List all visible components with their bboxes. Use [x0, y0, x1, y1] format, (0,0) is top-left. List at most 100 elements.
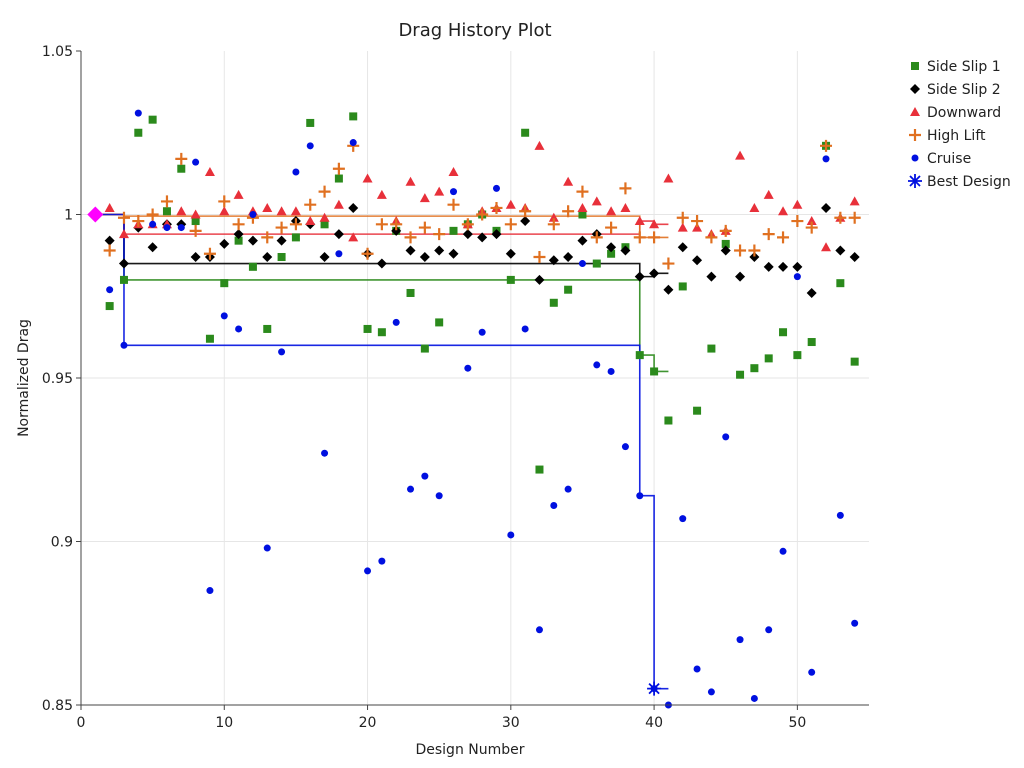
point-cruise — [263, 544, 271, 552]
x-tick-label: 30 — [502, 715, 520, 731]
point-side-slip-2 — [548, 255, 559, 266]
best-design-marker — [647, 681, 662, 696]
point-side-slip-1 — [764, 354, 773, 363]
point-cruise — [407, 485, 415, 493]
point-side-slip-1 — [420, 344, 429, 353]
point-side-slip-2 — [219, 238, 230, 249]
data-points — [87, 109, 861, 709]
point-side-slip-1 — [506, 275, 515, 284]
y-tick-label: 1 — [64, 208, 73, 224]
point-side-slip-1 — [349, 112, 358, 121]
point-high-lift — [375, 218, 388, 231]
point-side-slip-2 — [821, 202, 832, 213]
point-cruise — [235, 325, 243, 333]
point-cruise — [321, 449, 329, 457]
point-side-slip-1 — [793, 351, 802, 360]
point-side-slip-2 — [118, 258, 129, 269]
point-cruise — [750, 694, 758, 702]
point-side-slip-2 — [763, 261, 774, 272]
point-high-lift — [132, 215, 145, 228]
point-side-slip-1 — [263, 324, 272, 333]
point-high-lift — [777, 231, 790, 244]
point-side-slip-2 — [778, 261, 789, 272]
point-high-lift — [232, 218, 245, 231]
point-high-lift — [261, 231, 274, 244]
point-high-lift — [734, 244, 747, 257]
point-cruise — [249, 211, 257, 218]
point-downward — [176, 206, 187, 216]
legend-label: Side Slip 1 — [927, 59, 1001, 75]
point-cruise — [278, 348, 286, 356]
y-tick-label: 0.85 — [42, 698, 73, 714]
point-side-slip-1 — [578, 210, 587, 219]
point-cruise — [779, 547, 787, 555]
point-side-slip-2 — [104, 235, 115, 246]
point-cruise — [636, 492, 644, 500]
point-downward — [749, 202, 760, 212]
point-downward — [548, 212, 559, 222]
point-side-slip-2 — [720, 245, 731, 256]
point-cruise — [364, 567, 372, 575]
point-high-lift — [318, 185, 331, 198]
point-downward — [405, 176, 416, 186]
point-downward — [419, 193, 430, 203]
point-cruise — [808, 668, 816, 676]
point-side-slip-2 — [434, 245, 445, 256]
point-high-lift — [418, 221, 431, 234]
point-downward — [534, 140, 545, 150]
point-cruise — [765, 626, 773, 634]
point-side-slip-2 — [649, 268, 660, 279]
point-cruise — [120, 341, 128, 349]
point-side-slip-1 — [334, 174, 343, 183]
point-high-lift — [533, 251, 546, 264]
point-downward — [806, 216, 817, 226]
point-downward — [190, 209, 201, 219]
point-high-lift — [189, 224, 202, 237]
point-cruise — [722, 433, 730, 441]
legend-label: Best Design — [927, 174, 1011, 190]
point-cruise — [521, 325, 529, 333]
point-side-slip-2 — [147, 242, 158, 253]
point-cruise — [578, 260, 586, 268]
point-side-slip-2 — [391, 225, 402, 236]
point-downward — [233, 189, 244, 199]
point-side-slip-2 — [262, 252, 273, 263]
point-high-lift — [390, 218, 403, 231]
point-downward — [290, 206, 301, 216]
point-side-slip-2 — [692, 255, 703, 266]
point-cruise — [564, 485, 572, 493]
point-side-slip-1 — [248, 262, 257, 271]
legend-marker-best-design — [908, 174, 922, 188]
point-side-slip-1 — [836, 279, 845, 288]
point-side-slip-1 — [191, 217, 200, 226]
point-high-lift — [691, 215, 704, 228]
point-high-lift — [705, 231, 718, 244]
point-cruise — [535, 626, 543, 634]
point-side-slip-1 — [564, 285, 573, 294]
y-tick-label: 0.95 — [42, 371, 73, 387]
point-side-slip-1 — [119, 275, 128, 284]
point-side-slip-2 — [634, 271, 645, 282]
point-cruise — [707, 688, 715, 696]
point-high-lift — [433, 228, 446, 241]
point-high-lift — [676, 211, 689, 224]
point-side-slip-2 — [620, 245, 631, 256]
point-downward — [591, 196, 602, 206]
legend-label: Downward — [927, 105, 1001, 121]
point-side-slip-1 — [449, 226, 458, 235]
point-downward — [763, 189, 774, 199]
point-cruise — [177, 224, 185, 232]
point-high-lift — [519, 205, 532, 218]
legend-label: High Lift — [927, 128, 986, 144]
point-downward — [620, 202, 631, 212]
point-downward — [434, 186, 445, 196]
point-side-slip-2 — [462, 229, 473, 240]
x-axis-label: Design Number — [415, 742, 524, 758]
point-cruise — [335, 250, 343, 258]
point-side-slip-2 — [749, 252, 760, 263]
y-tick-label: 1.05 — [42, 44, 73, 60]
x-tick-label: 40 — [645, 715, 663, 731]
point-downward — [262, 202, 273, 212]
